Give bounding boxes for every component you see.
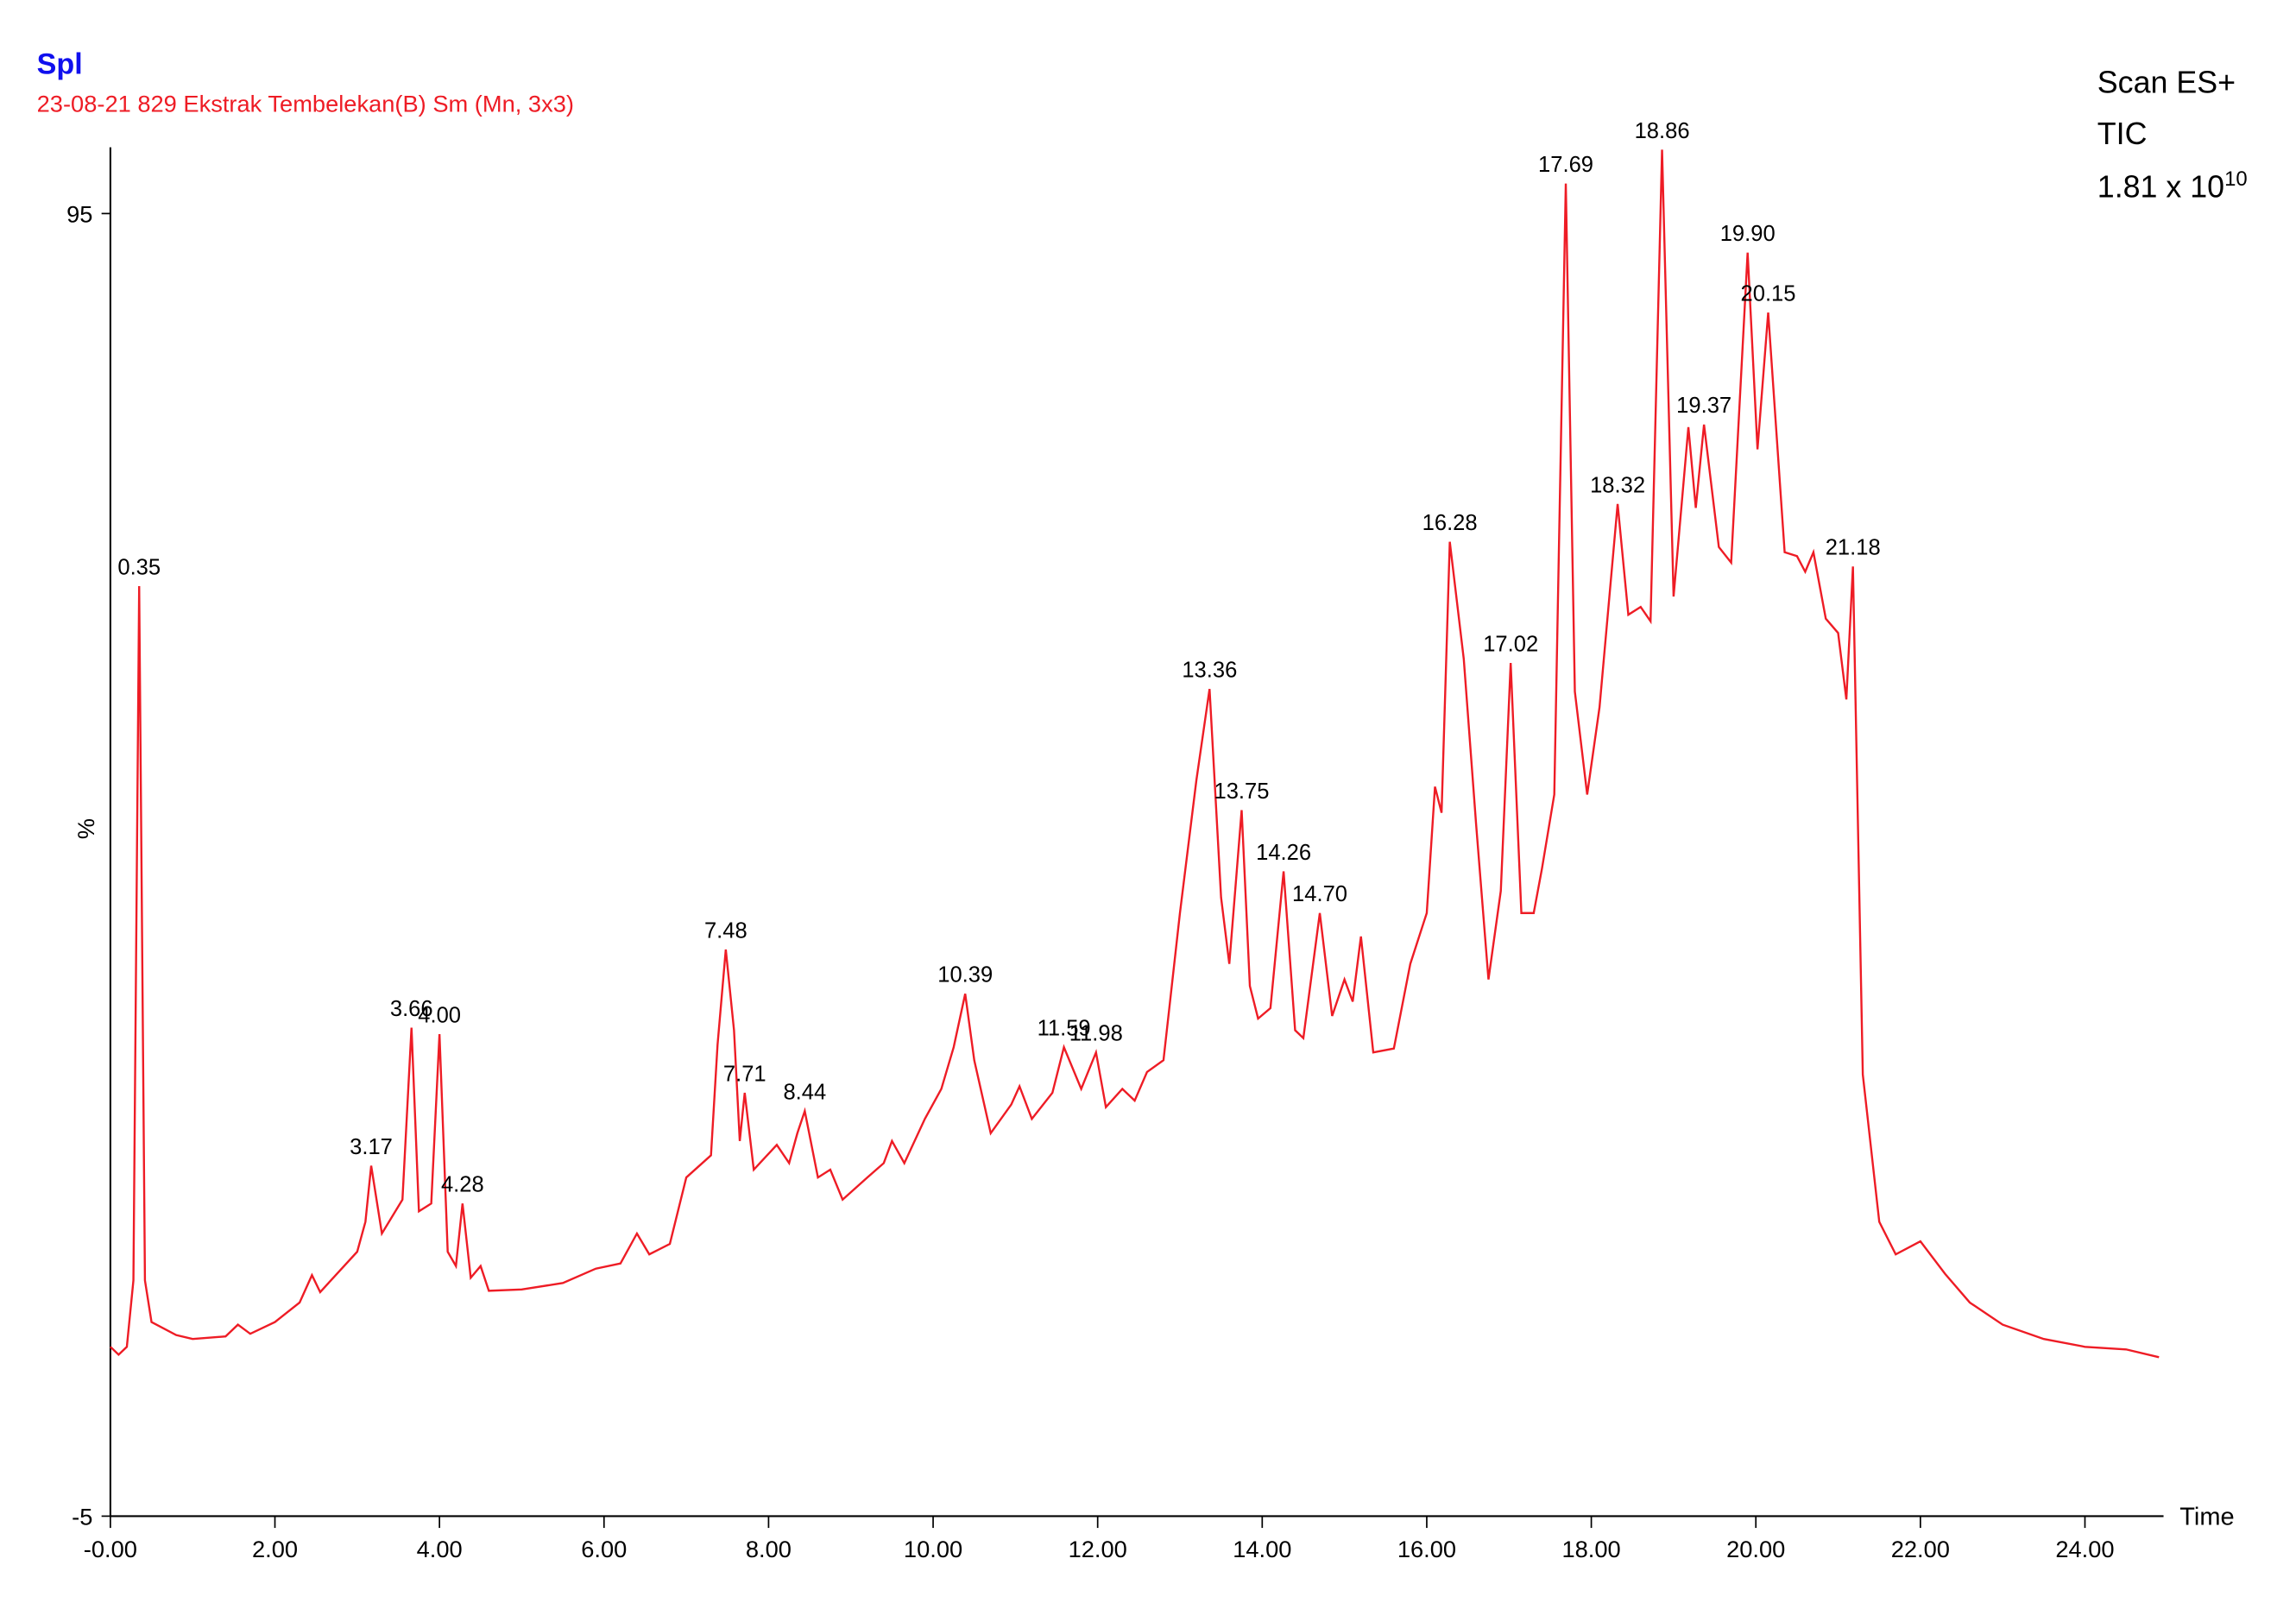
peak-label: 4.28 <box>441 1173 484 1197</box>
x-tick-label: 6.00 <box>581 1536 627 1562</box>
x-tick-label: 4.00 <box>417 1536 463 1562</box>
y-tick-label: 95 <box>66 201 92 228</box>
peak-label: 8.44 <box>783 1080 826 1104</box>
peak-label: 13.75 <box>1214 779 1270 804</box>
peak-label: 18.32 <box>1590 473 1645 497</box>
peak-label: 14.26 <box>1256 841 1311 865</box>
peak-label: 17.02 <box>1483 632 1538 656</box>
chart-subtitle: 23-08-21 829 Ekstrak Tembelekan(B) Sm (M… <box>37 91 574 117</box>
peak-label: 0.35 <box>117 555 161 579</box>
x-tick-label: -0.00 <box>84 1536 137 1562</box>
peak-label: 16.28 <box>1422 511 1478 535</box>
peak-label: 13.36 <box>1182 659 1237 683</box>
x-tick-label: 18.00 <box>1561 1536 1620 1562</box>
x-tick-label: 12.00 <box>1069 1536 1127 1562</box>
peak-label: 4.00 <box>418 1003 461 1027</box>
peak-label: 3.17 <box>350 1135 393 1159</box>
y-tick-label: -5 <box>72 1504 92 1530</box>
x-tick-label: 22.00 <box>1891 1536 1950 1562</box>
x-tick-label: 16.00 <box>1397 1536 1456 1562</box>
peak-label: 21.18 <box>1826 536 1881 560</box>
x-tick-label: 20.00 <box>1726 1536 1785 1562</box>
x-axis-label: Time <box>2179 1504 2234 1531</box>
annotation: 1.81 x 1010 <box>2097 167 2248 205</box>
peak-label: 19.37 <box>1676 394 1731 418</box>
peak-label: 20.15 <box>1741 281 1796 306</box>
annotation-exponent: 10 <box>2224 167 2248 191</box>
x-tick-label: 2.00 <box>252 1536 298 1562</box>
annotation-base: 1.81 x 10 <box>2097 170 2224 205</box>
annotation: TIC <box>2097 117 2148 151</box>
peak-label: 7.71 <box>723 1062 766 1086</box>
chart-title: Spl <box>37 47 83 80</box>
peak-label: 11.59 <box>1038 1017 1091 1041</box>
x-tick-label: 10.00 <box>904 1536 962 1562</box>
x-tick-label: 8.00 <box>746 1536 792 1562</box>
annotation: Scan ES+ <box>2097 66 2236 100</box>
chromatogram-line <box>110 149 2160 1359</box>
peak-label: 17.69 <box>1538 153 1593 177</box>
peak-label: 11.98 <box>1069 1022 1123 1046</box>
x-tick-label: 24.00 <box>2055 1536 2114 1562</box>
y-axis-label: % <box>73 818 99 839</box>
x-tick-label: 14.00 <box>1233 1536 1291 1562</box>
peak-label: 14.70 <box>1292 882 1347 906</box>
peak-label: 3.66 <box>390 997 433 1021</box>
peak-label: 7.48 <box>704 918 747 943</box>
peak-label: 18.86 <box>1635 119 1690 143</box>
peak-label: 19.90 <box>1720 222 1776 246</box>
peak-label: 10.39 <box>937 963 993 987</box>
